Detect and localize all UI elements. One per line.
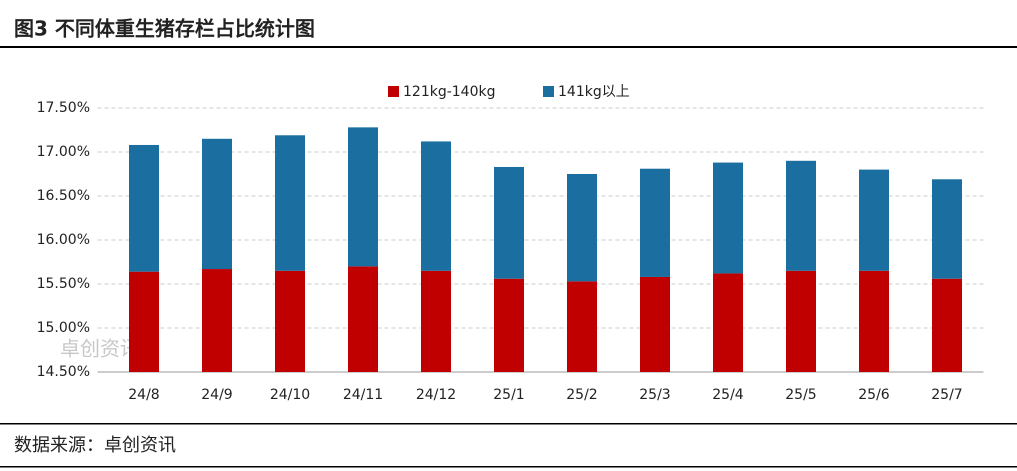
source: 数据来源：卓创资讯 [14, 435, 176, 456]
x-tick-label: 25/5 [785, 387, 816, 403]
bar-segment [640, 168, 670, 277]
watermark: 卓创资讯 [60, 337, 140, 361]
bar-segment [421, 270, 451, 372]
bar-segment [640, 276, 670, 372]
x-tick-label: 25/3 [639, 387, 670, 403]
bar-segment [129, 144, 159, 272]
x-tick-label: 25/2 [566, 387, 597, 403]
x-tick-label: 25/4 [712, 387, 744, 403]
y-tick-label: 16.50% [37, 188, 90, 204]
footer-rule [0, 423, 1017, 425]
legend-swatch [388, 86, 399, 97]
y-tick-label: 17.50% [37, 100, 90, 116]
legend-label: 141kg以上 [558, 84, 630, 100]
y-tick-label: 14.50% [37, 364, 90, 380]
bar-segment [786, 270, 816, 372]
x-tick-label: 25/6 [858, 387, 890, 403]
y-tick-label: 16.00% [37, 232, 90, 248]
bar-segment [932, 179, 962, 279]
x-tick-label: 25/1 [493, 387, 524, 403]
bar-segment [348, 266, 378, 372]
bar-segment [494, 166, 524, 279]
bar-segment [713, 273, 743, 372]
bar-segment [859, 270, 889, 372]
bar-segment [421, 141, 451, 271]
bar-segment [859, 169, 889, 271]
header-rule [0, 46, 1017, 48]
legend-label: 121kg-140kg [403, 84, 495, 100]
chart-title: 图3 不同体重生猪存栏占比统计图 [14, 17, 315, 41]
y-tick-label: 17.00% [37, 144, 90, 160]
bar-segment [494, 278, 524, 372]
bar-segment [202, 138, 232, 270]
bar-segment [713, 162, 743, 274]
bar-segment [932, 278, 962, 372]
x-tick-label: 24/11 [343, 387, 383, 403]
x-tick-label: 24/8 [128, 387, 159, 403]
legend-swatch [543, 86, 554, 97]
y-tick-label: 15.00% [37, 320, 90, 336]
bar-segment [567, 281, 597, 372]
bar-segment [348, 127, 378, 267]
bar-segment [275, 135, 305, 271]
bar-segment [275, 270, 305, 372]
y-tick-label: 15.50% [37, 276, 90, 292]
bar-segment [567, 174, 597, 282]
x-tick-label: 25/7 [931, 387, 962, 403]
x-tick-label: 24/12 [416, 387, 456, 403]
bar-segment [202, 269, 232, 372]
bar-segment [786, 160, 816, 271]
bar-segment [129, 271, 159, 372]
x-tick-label: 24/9 [201, 387, 232, 403]
x-tick-label: 24/10 [270, 387, 310, 403]
footer-rule [0, 466, 1017, 468]
